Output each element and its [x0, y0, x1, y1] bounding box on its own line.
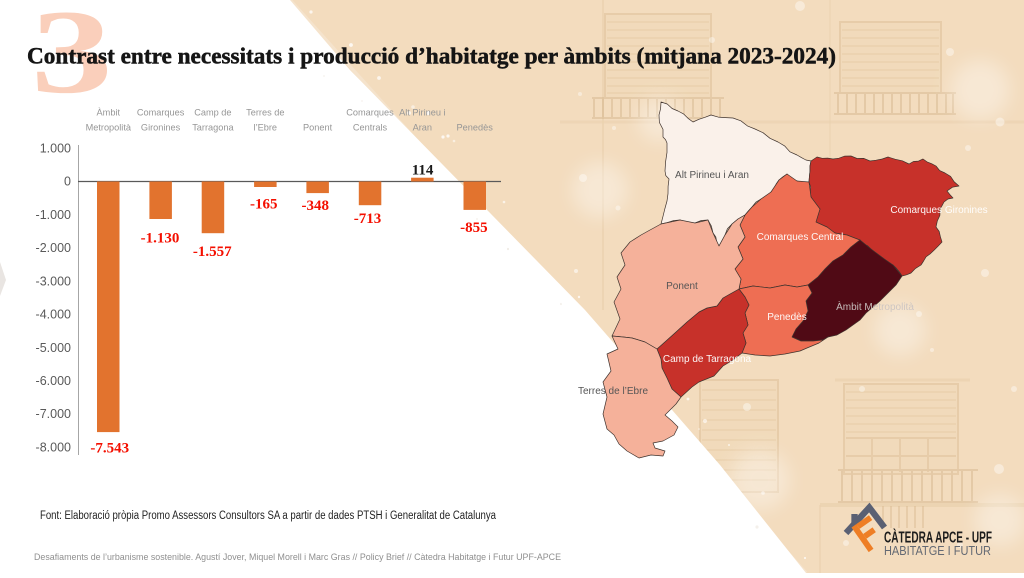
svg-text:-6.000: -6.000 — [36, 374, 71, 388]
svg-text:-1.000: -1.000 — [36, 208, 71, 222]
svg-text:Comarques: Comarques — [137, 108, 185, 118]
svg-text:Centrals: Centrals — [353, 123, 388, 133]
svg-text:Metropolità: Metropolità — [86, 123, 132, 133]
svg-text:CÀTEDRA APCE - UPF: CÀTEDRA APCE - UPF — [884, 528, 992, 547]
svg-text:HABITATGE I FUTUR: HABITATGE I FUTUR — [884, 544, 991, 558]
svg-text:-348: -348 — [302, 198, 330, 214]
svg-text:-7.000: -7.000 — [36, 407, 71, 421]
svg-text:Camp de Tarragona: Camp de Tarragona — [663, 354, 752, 365]
svg-text:Alt Pirineu i: Alt Pirineu i — [399, 108, 445, 118]
svg-text:Àmbit: Àmbit — [97, 108, 121, 118]
svg-text:Penedès: Penedès — [767, 312, 806, 323]
svg-text:Penedès: Penedès — [457, 123, 494, 133]
svg-text:Terres de: Terres de — [246, 108, 284, 118]
svg-text:114: 114 — [412, 163, 434, 179]
svg-text:Comarques: Comarques — [346, 108, 394, 118]
svg-text:Ponent: Ponent — [666, 281, 698, 292]
svg-text:Aran: Aran — [413, 123, 432, 133]
svg-text:Contrast entre necessitats i p: Contrast entre necessitats i producció d… — [27, 44, 836, 69]
svg-text:Desafiaments de l’urbanisme so: Desafiaments de l’urbanisme sostenible. … — [34, 552, 561, 563]
svg-text:Terres de l’Ebre: Terres de l’Ebre — [578, 386, 648, 397]
svg-text:-713: -713 — [354, 211, 382, 227]
svg-text:Alt Pirineu i Aran: Alt Pirineu i Aran — [675, 170, 749, 181]
svg-text:1.000: 1.000 — [40, 142, 71, 156]
svg-text:-3.000: -3.000 — [36, 274, 71, 288]
svg-text:-5.000: -5.000 — [36, 341, 71, 355]
svg-text:Tarragona: Tarragona — [192, 123, 234, 133]
svg-text:-1.130: -1.130 — [141, 231, 180, 247]
svg-text:Ponent: Ponent — [303, 123, 333, 133]
svg-text:-165: -165 — [250, 197, 278, 213]
svg-text:Gironines: Gironines — [141, 123, 181, 133]
svg-text:Comarques Gironines: Comarques Gironines — [890, 205, 987, 216]
svg-text:-8.000: -8.000 — [36, 440, 71, 454]
svg-text:-855: -855 — [460, 220, 488, 236]
svg-text:-2.000: -2.000 — [36, 241, 71, 255]
svg-text:0: 0 — [64, 175, 71, 189]
svg-text:Font: Elaboració pròpia Promo: Font: Elaboració pròpia Promo Assessors … — [40, 510, 496, 522]
svg-text:Comarques Central: Comarques Central — [757, 232, 844, 243]
svg-text:-7.543: -7.543 — [90, 441, 129, 457]
svg-text:Camp de: Camp de — [194, 108, 231, 118]
svg-text:-1.557: -1.557 — [193, 244, 232, 260]
svg-text:3: 3 — [31, 0, 113, 118]
svg-text:l’Ebre: l’Ebre — [254, 123, 278, 133]
svg-text:Àmbit Metropolità: Àmbit Metropolità — [836, 300, 914, 313]
svg-text:-4.000: -4.000 — [36, 308, 71, 322]
